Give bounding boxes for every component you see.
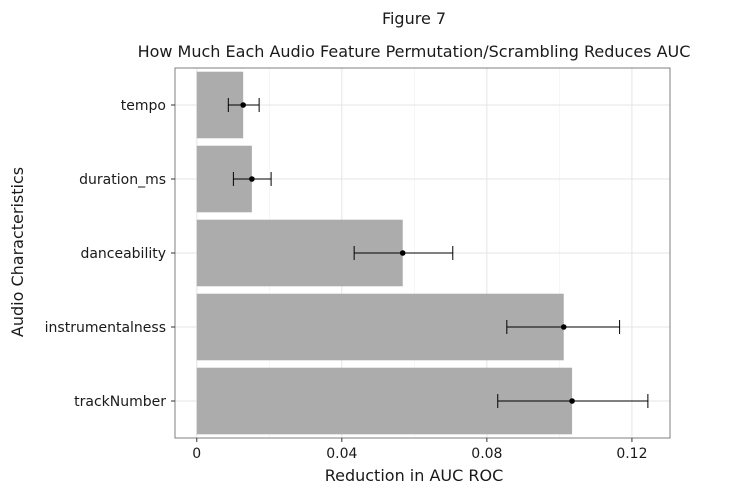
point-duration_ms	[249, 176, 255, 182]
y-tick-label-tempo: tempo	[121, 98, 166, 114]
chart-title: How Much Each Audio Feature Permutation/…	[138, 42, 691, 61]
bar-instrumentalness	[196, 293, 564, 361]
x-tick-label: 0	[192, 446, 201, 462]
figure-label: Figure 7	[382, 9, 446, 28]
x-tick-label: 0.04	[326, 446, 357, 462]
point-trackNumber	[569, 398, 575, 404]
x-tick-label: 0.08	[471, 446, 502, 462]
y-axis-label: Audio Characteristics	[8, 167, 27, 337]
point-instrumentalness	[560, 324, 567, 330]
y-tick-label-duration_ms: duration_ms	[79, 172, 166, 188]
y-tick-label-danceability: danceability	[80, 246, 166, 262]
point-tempo	[240, 102, 246, 108]
y-tick-label-trackNumber: trackNumber	[74, 394, 166, 410]
x-axis-label: Reduction in AUC ROC	[325, 466, 504, 485]
plot-panel: tempo duration_ms danceability instrumental…	[45, 67, 671, 462]
point-danceability	[399, 250, 406, 256]
x-tick-label: 0.12	[616, 446, 647, 462]
y-tick-label-instrumentalness: instrumentalness	[45, 320, 166, 336]
